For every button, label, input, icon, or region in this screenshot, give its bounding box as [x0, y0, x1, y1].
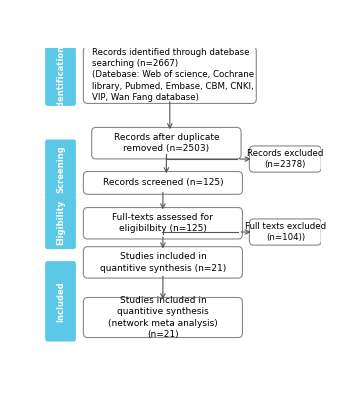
Text: Eligibility: Eligibility [56, 200, 65, 246]
Text: Screening: Screening [56, 145, 65, 193]
Text: Full texts excluded
(n=104)): Full texts excluded (n=104)) [245, 222, 326, 242]
FancyBboxPatch shape [45, 261, 76, 342]
Text: Records screened (n=125): Records screened (n=125) [102, 178, 223, 188]
Text: Included: Included [56, 281, 65, 322]
Text: Records excluded
(n=2378): Records excluded (n=2378) [247, 149, 323, 169]
Text: Studies included in
quantitive synthesis (n=21): Studies included in quantitive synthesis… [100, 252, 226, 272]
FancyBboxPatch shape [83, 208, 242, 239]
Text: Full-texts assessed for
eligibilbity (n=125): Full-texts assessed for eligibilbity (n=… [112, 213, 213, 234]
Text: Records after duplicate
removed (n=2503): Records after duplicate removed (n=2503) [114, 133, 219, 153]
FancyBboxPatch shape [92, 128, 241, 159]
FancyBboxPatch shape [83, 172, 242, 194]
Text: Studies included in
quantitive synthesis
(network meta analysis)
(n=21): Studies included in quantitive synthesis… [108, 296, 218, 339]
FancyBboxPatch shape [83, 46, 256, 104]
FancyBboxPatch shape [45, 196, 76, 249]
FancyBboxPatch shape [45, 47, 76, 106]
FancyBboxPatch shape [249, 146, 321, 172]
FancyBboxPatch shape [83, 247, 242, 278]
Text: Identification: Identification [56, 44, 65, 108]
FancyBboxPatch shape [83, 298, 242, 338]
FancyBboxPatch shape [249, 219, 321, 245]
FancyBboxPatch shape [45, 140, 76, 198]
Text: Records identified through datebase
searching (n=2667)
(Datebase: Web of science: Records identified through datebase sear… [92, 48, 255, 102]
